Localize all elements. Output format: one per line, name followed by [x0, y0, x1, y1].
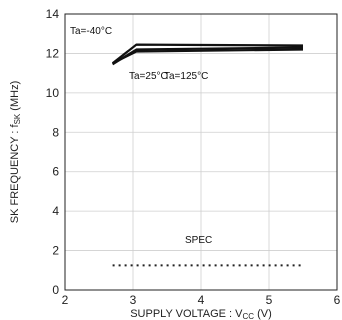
y-tick-label: 10: [46, 86, 60, 100]
label-ta-minus40: Ta=-40°C: [70, 26, 112, 37]
y-tick-label: 12: [46, 46, 60, 60]
y-tick-label: 2: [52, 244, 59, 258]
gridlines: [64, 13, 338, 291]
y-tick-label: 0: [52, 283, 59, 297]
y-tick-label: 4: [52, 204, 59, 218]
series-line-2: [112, 48, 304, 65]
y-tick-labels: 0 2 4 6 8 10 12 14: [46, 7, 60, 297]
plot-frame: [64, 13, 338, 291]
series-lines: [111, 43, 304, 66]
x-tick-labels: 2 3 4 5 6: [62, 293, 341, 307]
x-axis-title: SUPPLY VOLTAGE : VCC (V): [130, 308, 272, 320]
x-tick-label: 3: [130, 293, 137, 307]
x-tick-label: 2: [62, 293, 69, 307]
y-tick-label: 6: [52, 165, 59, 179]
spec-label: SPEC: [185, 235, 212, 246]
y-tick-label: 8: [52, 125, 59, 139]
x-tick-label: 6: [334, 293, 341, 307]
x-tick-label: 5: [266, 293, 273, 307]
label-ta-25: Ta=25°C: [129, 71, 168, 82]
label-ta-125: Ta=125°C: [164, 71, 208, 82]
y-axis-title: SK FREQUENCY : fSK (MHz): [9, 81, 22, 224]
series-line-0: [111, 43, 304, 65]
x-tick-label: 4: [198, 293, 205, 307]
y-tick-label: 14: [46, 7, 60, 21]
